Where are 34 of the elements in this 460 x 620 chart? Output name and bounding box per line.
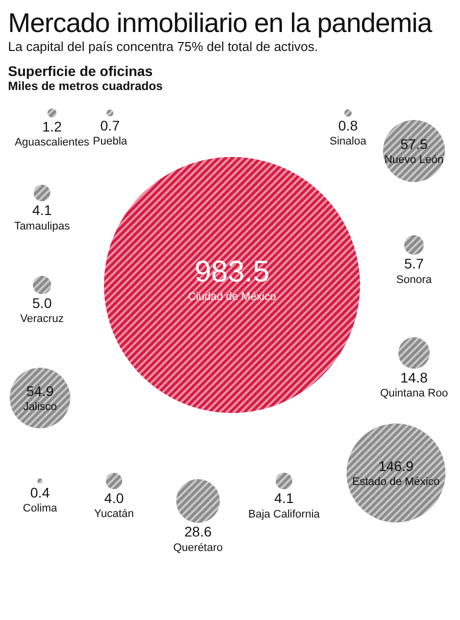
category-label: Baja California [248,508,321,520]
category-label: Quintana Roo [380,388,448,400]
category-label: Ciudad de México [188,291,276,304]
data-label: 1.2 [42,118,62,134]
data-label: 146.9 [378,458,414,474]
data-label: 28.6 [184,524,212,540]
data-label: 54.9 [26,382,54,399]
data-label: 983.5 [194,255,270,288]
data-label: 4.1 [32,202,52,218]
category-label: Veracruz [20,313,64,326]
category-label: Tamaulipas [14,220,70,232]
data-label: 14.8 [400,370,428,386]
category-label: Nuevo León [384,154,444,166]
text: La capital del país concentra 75% del total de activos. [8,38,320,55]
category-label: Colima [22,502,58,515]
text: Mercado inmobiliario en la pandemia [8,8,434,38]
data-label: 4.0 [104,490,124,506]
text: Superficie de oficinas [8,63,154,79]
data-label: 0.7 [100,117,120,134]
category-label: Jalisco [23,401,57,414]
data-label: 5.7 [404,256,424,272]
data-label: 57.5 [400,136,428,152]
category-label: Aguascalientes [14,136,90,148]
category-label: Sonora [396,274,433,286]
category-label: Puebla [92,135,128,148]
text: Miles de metros cuadrados [8,79,164,93]
category-label: Querétaro [173,542,223,554]
category-label: Yucatán [94,508,134,520]
data-label: 5.0 [32,294,52,311]
data-label: 4.1 [274,490,294,506]
category-label: Estado de México [352,476,440,488]
category-label: Sinaloa [330,136,368,148]
data-label: 0.8 [338,118,358,134]
data-label: 0.4 [30,484,50,500]
